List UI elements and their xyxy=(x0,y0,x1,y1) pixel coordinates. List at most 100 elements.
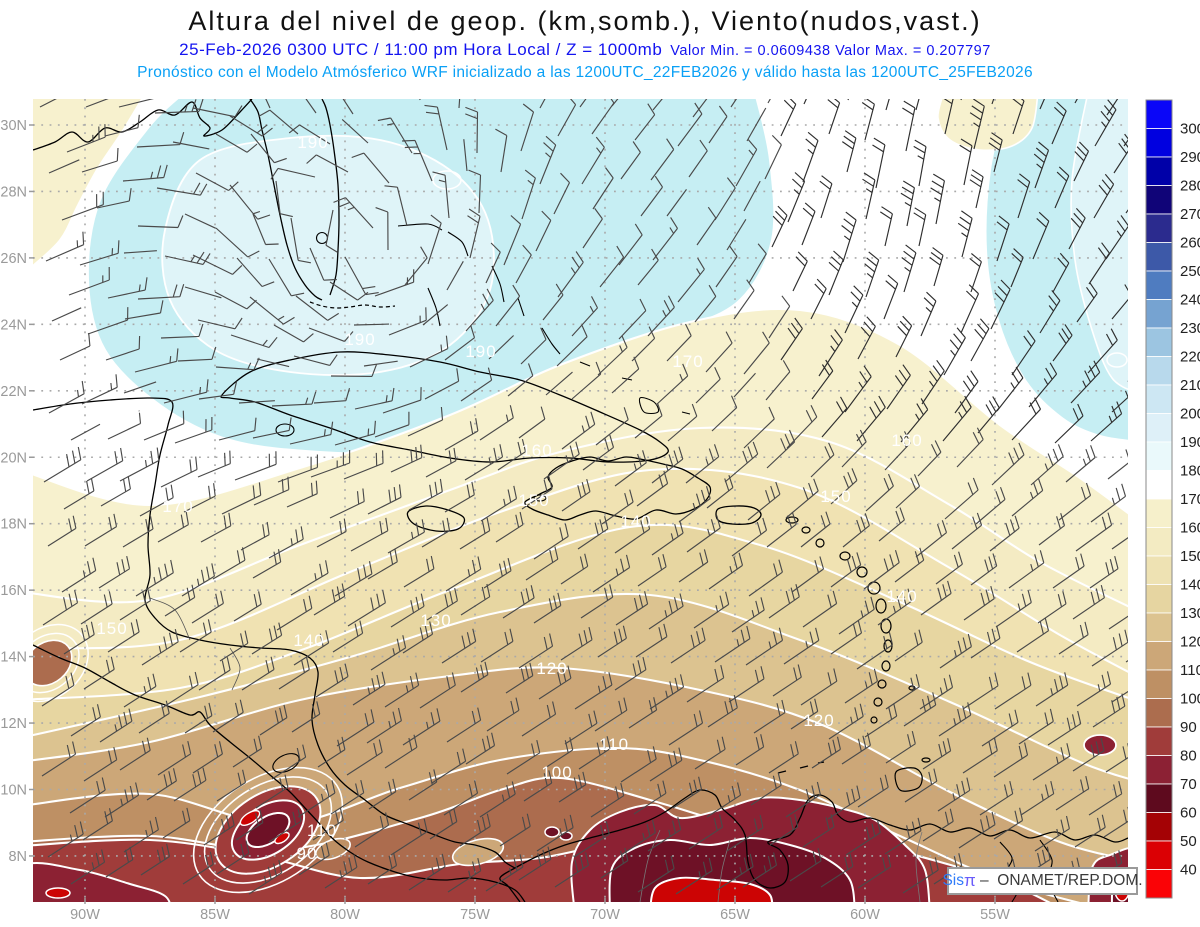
wind-barb xyxy=(651,446,684,484)
contour-label: 150 xyxy=(518,491,549,510)
colorbar-tick-label: 160 xyxy=(1180,520,1200,537)
wind-barb xyxy=(649,674,685,710)
wind-barb xyxy=(803,99,807,105)
valid-time-text: 25-Feb-2026 0300 UTC / 11:00 pm Hora Loc… xyxy=(179,40,663,59)
wind-barb xyxy=(520,103,535,152)
wind-barb xyxy=(181,563,215,597)
wind-barb xyxy=(174,416,213,444)
wind-barb xyxy=(403,555,435,588)
wind-barb xyxy=(767,99,771,104)
wind-barb xyxy=(594,697,628,732)
contour-label: 140 xyxy=(293,631,324,650)
wind-barb xyxy=(969,169,984,209)
wind-barb xyxy=(183,483,216,513)
wind-barb xyxy=(443,780,479,816)
wind-barb xyxy=(271,744,307,780)
wind-barb xyxy=(556,324,588,367)
contour-label: 100 xyxy=(541,763,572,782)
wind-barb xyxy=(962,737,998,774)
wind-barb xyxy=(219,630,249,662)
wind-barb xyxy=(367,852,398,885)
wind-barb xyxy=(421,517,451,548)
wind-barb xyxy=(192,105,243,118)
wind-barb xyxy=(259,704,288,736)
wind-barb xyxy=(465,732,496,765)
wind-barb xyxy=(520,327,547,365)
wind-barb xyxy=(958,811,996,849)
wind-barb xyxy=(123,816,159,853)
wind-barb xyxy=(930,173,945,225)
wind-barb xyxy=(919,674,954,710)
wind-barb xyxy=(198,657,231,691)
wind-barb xyxy=(1054,403,1084,444)
wind-barb xyxy=(937,777,971,812)
wind-barb xyxy=(334,420,376,446)
wind-barb xyxy=(695,367,721,404)
wind-barb xyxy=(996,366,1024,412)
lat-tick-label: 26N xyxy=(0,251,27,267)
wind-barb xyxy=(580,584,614,619)
wind-barb xyxy=(861,99,875,141)
wind-barb xyxy=(424,104,448,151)
colorbar-segment xyxy=(1145,299,1173,329)
wind-barb xyxy=(273,324,314,343)
wind-barb xyxy=(384,734,418,769)
wind-barb xyxy=(694,736,726,770)
subtitle-model-info: Pronóstico con el Modelo Atmósferico WRF… xyxy=(137,64,1033,81)
wind-barb xyxy=(991,442,1025,486)
wind-barb xyxy=(342,99,354,115)
wind-barb xyxy=(160,456,198,488)
wind-barb xyxy=(810,442,835,478)
wind-barb xyxy=(830,468,858,505)
wind-barb xyxy=(1093,173,1115,219)
wind-barb xyxy=(252,417,292,439)
wind-barb xyxy=(597,625,627,658)
wind-barb xyxy=(943,99,954,135)
colorbar-tick-label: 300 xyxy=(1180,121,1200,138)
wind-barb xyxy=(86,447,124,482)
wind-barb xyxy=(731,597,765,633)
wind-barb xyxy=(956,427,984,468)
wind-barb xyxy=(1028,362,1058,408)
wind-barb xyxy=(402,621,434,654)
wind-barb xyxy=(506,739,541,775)
wind-barb xyxy=(636,470,669,507)
wind-barb xyxy=(98,555,131,589)
wind-barb xyxy=(943,327,966,376)
wind-barb xyxy=(1108,615,1128,630)
contour-label: 130 xyxy=(420,611,451,630)
wind-barb xyxy=(270,167,316,180)
wind-barb xyxy=(248,859,283,895)
wind-barb xyxy=(1103,806,1128,838)
wind-barb xyxy=(41,672,75,707)
wind-barb xyxy=(507,363,534,397)
contour-label: 150 xyxy=(820,487,851,506)
wind-barb xyxy=(577,516,609,550)
colorbar-segment xyxy=(1145,185,1173,215)
wind-barb xyxy=(444,418,479,451)
wind-barb xyxy=(47,515,77,547)
wind-barb xyxy=(708,105,728,144)
wind-barb xyxy=(324,854,358,889)
wind-barb xyxy=(724,441,759,483)
wind-barb xyxy=(655,363,689,406)
wind-barb xyxy=(769,814,799,846)
wind-barb xyxy=(195,172,239,192)
wind-barb xyxy=(70,704,101,737)
wind-barb xyxy=(1038,513,1066,546)
wind-barb xyxy=(944,477,979,520)
wind-barb xyxy=(123,381,157,394)
wind-barb xyxy=(298,842,330,876)
wind-barb xyxy=(960,284,980,334)
lon-tick-label: 90W xyxy=(70,907,100,923)
wind-barb xyxy=(733,372,756,398)
wind-barb xyxy=(408,478,443,511)
minmax-values-text: Valor Min. = 0.0609438 Valor Max. = 0.20… xyxy=(670,43,991,59)
wind-barb xyxy=(561,411,596,450)
wind-barb xyxy=(468,169,482,214)
wind-barb xyxy=(1075,512,1113,552)
wind-barb xyxy=(538,665,572,700)
wind-barb xyxy=(666,189,687,217)
wind-barb xyxy=(1011,330,1036,376)
contour-label: 190 xyxy=(297,133,328,152)
